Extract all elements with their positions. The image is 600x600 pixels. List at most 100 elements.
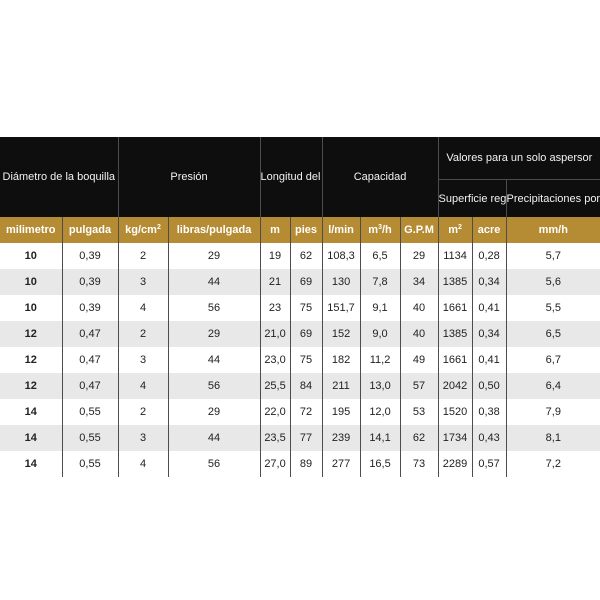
unit-libras-pulgada: libras/pulgada — [168, 217, 261, 243]
cell-lmin: 211 — [322, 373, 361, 399]
table-body: 10 0,39 2 29 19 62 108,3 6,5 29 1134 0,28 5,7 10 0,3… — [0, 243, 600, 477]
unit-pies: pies — [290, 217, 323, 243]
cell-acre: 0,57 — [472, 451, 507, 477]
cell-libras: 29 — [168, 321, 261, 347]
cell-gpm: 34 — [400, 269, 439, 295]
unit-gpm: G.P.M — [400, 217, 439, 243]
cell-m2: 1385 — [438, 269, 473, 295]
cell-lmin: 108,3 — [322, 243, 361, 269]
cell-kgcm2: 4 — [118, 295, 169, 321]
table-row: 14 0,55 4 56 27,0 89 277 16,5 73 2289 0,57 7,2 — [0, 451, 600, 477]
table-row: 10 0,39 3 44 21 69 130 7,8 34 1385 0,34 5,6 — [0, 269, 600, 295]
cell-milimetro: 14 — [0, 399, 63, 425]
cell-acre: 0,41 — [472, 295, 507, 321]
cell-m: 23 — [260, 295, 291, 321]
cell-m: 23,0 — [260, 347, 291, 373]
cell-libras: 29 — [168, 399, 261, 425]
cell-pulgada: 0,55 — [62, 425, 119, 451]
cell-m3h: 12,0 — [360, 399, 401, 425]
cell-acre: 0,41 — [472, 347, 507, 373]
cell-gpm: 73 — [400, 451, 439, 477]
cell-m3h: 9,0 — [360, 321, 401, 347]
cell-gpm: 40 — [400, 321, 439, 347]
header-superficie: Superficie regada — [438, 179, 507, 217]
cell-pulgada: 0,47 — [62, 373, 119, 399]
cell-pulgada: 0,47 — [62, 347, 119, 373]
cell-pulgada: 0,39 — [62, 243, 119, 269]
cell-lmin: 239 — [322, 425, 361, 451]
cell-acre: 0,34 — [472, 269, 507, 295]
unit-m3h: m3/h — [360, 217, 401, 243]
unit-acre: acre — [472, 217, 507, 243]
cell-milimetro: 12 — [0, 373, 63, 399]
cell-milimetro: 14 — [0, 425, 63, 451]
cell-kgcm2: 3 — [118, 269, 169, 295]
cell-acre: 0,38 — [472, 399, 507, 425]
unit-kgcm2: kg/cm2 — [118, 217, 169, 243]
cell-m: 21,0 — [260, 321, 291, 347]
cell-pies: 69 — [290, 269, 323, 295]
cell-pies: 62 — [290, 243, 323, 269]
cell-pies: 75 — [290, 347, 323, 373]
cell-pulgada: 0,39 — [62, 295, 119, 321]
cell-m3h: 11,2 — [360, 347, 401, 373]
header-presion: Presión — [118, 137, 261, 217]
cell-m2: 2042 — [438, 373, 473, 399]
cell-m2: 1385 — [438, 321, 473, 347]
cell-mmh: 8,1 — [506, 425, 600, 451]
cell-m3h: 9,1 — [360, 295, 401, 321]
table-row: 12 0,47 4 56 25,5 84 211 13,0 57 2042 0,50 6,4 — [0, 373, 600, 399]
cell-pulgada: 0,47 — [62, 321, 119, 347]
cell-kgcm2: 4 — [118, 451, 169, 477]
cell-pies: 72 — [290, 399, 323, 425]
cell-m: 25,5 — [260, 373, 291, 399]
table-row: 14 0,55 3 44 23,5 77 239 14,1 62 1734 0,43 8,1 — [0, 425, 600, 451]
cell-acre: 0,50 — [472, 373, 507, 399]
unit-m: m — [260, 217, 291, 243]
cell-pulgada: 0,55 — [62, 451, 119, 477]
cell-kgcm2: 2 — [118, 243, 169, 269]
cell-gpm: 29 — [400, 243, 439, 269]
cell-lmin: 130 — [322, 269, 361, 295]
cell-lmin: 182 — [322, 347, 361, 373]
cell-m3h: 14,1 — [360, 425, 401, 451]
cell-libras: 44 — [168, 269, 261, 295]
cell-milimetro: 10 — [0, 295, 63, 321]
cell-milimetro: 10 — [0, 269, 63, 295]
cell-m: 23,5 — [260, 425, 291, 451]
cell-mmh: 5,5 — [506, 295, 600, 321]
cell-milimetro: 14 — [0, 451, 63, 477]
cell-acre: 0,43 — [472, 425, 507, 451]
table-row: 14 0,55 2 29 22,0 72 195 12,0 53 1520 0,38 7,9 — [0, 399, 600, 425]
cell-m: 27,0 — [260, 451, 291, 477]
cell-m3h: 13,0 — [360, 373, 401, 399]
cell-m2: 1734 — [438, 425, 473, 451]
cell-kgcm2: 3 — [118, 347, 169, 373]
cell-acre: 0,34 — [472, 321, 507, 347]
table-row: 10 0,39 4 56 23 75 151,7 9,1 40 1661 0,41 5,5 — [0, 295, 600, 321]
cell-kgcm2: 4 — [118, 373, 169, 399]
cell-gpm: 40 — [400, 295, 439, 321]
cell-libras: 29 — [168, 243, 261, 269]
cell-gpm: 62 — [400, 425, 439, 451]
cell-gpm: 57 — [400, 373, 439, 399]
cell-acre: 0,28 — [472, 243, 507, 269]
cell-kgcm2: 2 — [118, 399, 169, 425]
header-precipitaciones: Precipitaciones por hora — [506, 179, 600, 217]
cell-m2: 2289 — [438, 451, 473, 477]
cell-m2: 1661 — [438, 347, 473, 373]
cell-gpm: 49 — [400, 347, 439, 373]
unit-m3h-base: m — [368, 224, 379, 236]
cell-libras: 56 — [168, 373, 261, 399]
cell-pies: 75 — [290, 295, 323, 321]
cell-m2: 1661 — [438, 295, 473, 321]
header-valores: Valores para un solo aspersor — [438, 137, 600, 180]
cell-milimetro: 12 — [0, 321, 63, 347]
cell-m2: 1134 — [438, 243, 473, 269]
cell-pies: 84 — [290, 373, 323, 399]
cell-mmh: 6,4 — [506, 373, 600, 399]
cell-pies: 89 — [290, 451, 323, 477]
cell-libras: 44 — [168, 347, 261, 373]
cell-m2: 1520 — [438, 399, 473, 425]
cell-kgcm2: 3 — [118, 425, 169, 451]
